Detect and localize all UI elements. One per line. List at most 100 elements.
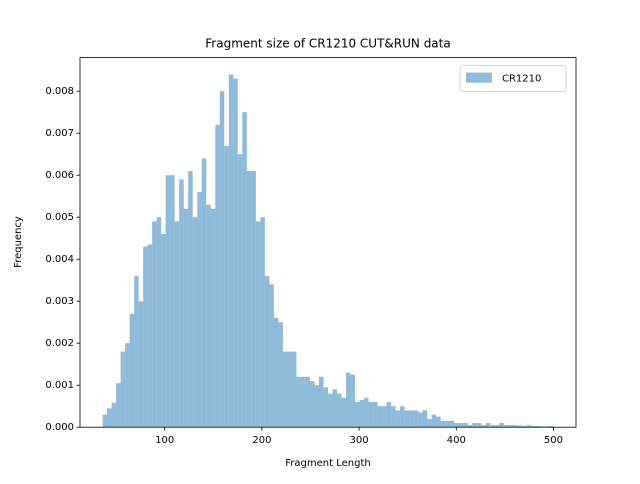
bar (188, 171, 193, 428)
bar (328, 393, 333, 428)
bar (382, 406, 387, 428)
bar (192, 217, 198, 428)
bar (337, 393, 342, 428)
bar (143, 246, 148, 428)
bar (255, 221, 261, 428)
bar (278, 322, 283, 428)
bar (273, 318, 279, 428)
bar (535, 425, 540, 428)
y-tick-label: 0.003 (45, 296, 74, 307)
bar (282, 351, 288, 428)
bar (359, 399, 365, 428)
bar (174, 221, 180, 428)
bar (156, 217, 162, 428)
bar (183, 208, 189, 428)
bar (458, 423, 464, 428)
bar (409, 410, 414, 428)
x-tick-label: 500 (544, 435, 563, 446)
y-tick-label: 0.007 (45, 128, 74, 139)
bar (526, 425, 531, 428)
y-tick-label: 0.005 (45, 212, 74, 223)
y-tick-label: 0.008 (45, 86, 74, 97)
y-axis-label: Frequency (13, 216, 24, 268)
chart-title: Fragment size of CR1210 CUT&RUN data (205, 37, 450, 51)
bar (517, 425, 522, 428)
bar (228, 74, 234, 428)
bar (111, 402, 117, 428)
bar (291, 351, 297, 428)
bar (260, 217, 265, 428)
bar (395, 410, 401, 428)
bar (102, 414, 108, 428)
bar (499, 423, 504, 428)
bar (481, 425, 486, 428)
bar (350, 374, 356, 428)
bar (494, 425, 500, 428)
bar (431, 414, 437, 428)
bar (503, 425, 509, 428)
x-tick-label: 400 (447, 435, 466, 446)
bar (521, 425, 527, 428)
bar (116, 383, 121, 428)
y-tick-label: 0.006 (45, 170, 74, 181)
bar (454, 423, 459, 428)
bar (332, 389, 338, 428)
x-tick-label: 100 (155, 435, 174, 446)
bar (463, 423, 468, 428)
bar (400, 406, 405, 428)
bar (161, 234, 166, 428)
bar (129, 313, 135, 428)
bar (490, 425, 495, 428)
bar (476, 423, 482, 428)
bar (138, 301, 144, 428)
bar (512, 425, 518, 428)
bar (264, 276, 270, 428)
bar (251, 171, 256, 428)
bar (125, 343, 130, 428)
bar (373, 402, 378, 428)
bar (413, 410, 419, 428)
y-tick-label: 0.002 (45, 338, 74, 349)
bar (107, 408, 112, 428)
bar (219, 91, 225, 428)
bar (391, 406, 396, 428)
bar (300, 376, 306, 428)
bar (530, 425, 536, 428)
bar (368, 402, 374, 428)
legend-label: CR1210 (502, 74, 541, 85)
bar (210, 208, 216, 428)
bar (134, 276, 139, 428)
bar (287, 351, 292, 428)
bar (152, 221, 157, 428)
bar (341, 397, 347, 428)
bar (445, 420, 450, 428)
bar (346, 372, 351, 428)
bar (318, 376, 324, 428)
bar (197, 192, 202, 428)
y-tick-label: 0.004 (45, 254, 74, 265)
bar (296, 376, 301, 428)
y-tick-label: 0.001 (45, 380, 74, 391)
bar (147, 244, 153, 428)
bar (355, 402, 360, 428)
y-tick-label: 0.000 (45, 422, 74, 433)
bar (224, 145, 229, 428)
bar (309, 381, 315, 428)
bar (386, 402, 392, 428)
x-axis-label: Fragment Length (285, 458, 370, 469)
bar (440, 420, 446, 428)
bar (467, 425, 473, 428)
bar (436, 416, 441, 428)
bar (120, 351, 126, 428)
bar (472, 423, 477, 428)
bar (323, 387, 328, 428)
bar (539, 426, 545, 428)
bar (246, 171, 252, 428)
bar (237, 154, 243, 428)
bar (165, 175, 171, 428)
bar (377, 406, 383, 428)
bar (449, 420, 455, 428)
bar (418, 412, 423, 428)
bar (201, 158, 207, 428)
